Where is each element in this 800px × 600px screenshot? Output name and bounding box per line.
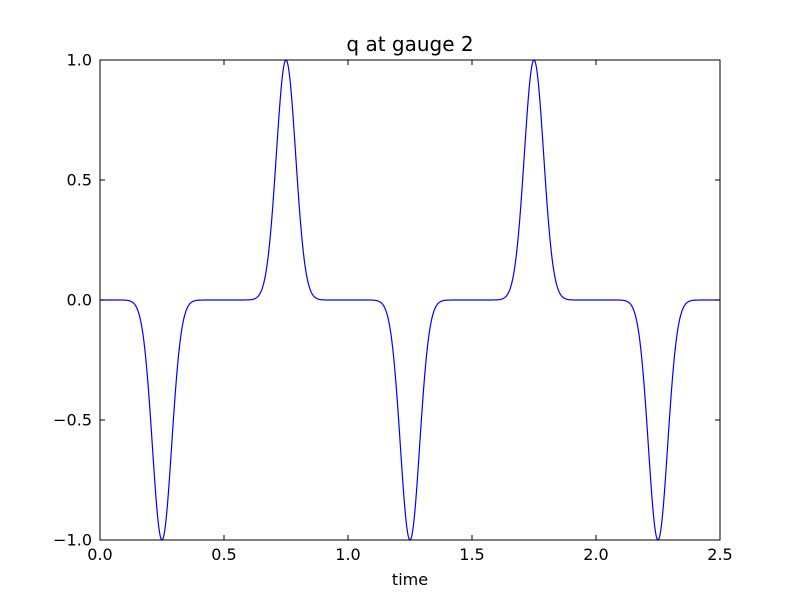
x-tick-label: 2.0 — [583, 545, 608, 564]
x-tick-label: 1.0 — [335, 545, 360, 564]
x-tick-label: 0.5 — [211, 545, 236, 564]
axes-frame — [99, 59, 721, 541]
x-tick-label: 0.0 — [87, 545, 112, 564]
y-tick-label: 1.0 — [67, 51, 92, 70]
y-tick-label: 0.0 — [67, 291, 92, 310]
chart-title: q at gauge 2 — [346, 32, 473, 56]
y-tick-label: −0.5 — [53, 411, 92, 430]
x-tick-label: 2.5 — [707, 545, 732, 564]
y-tick-label: −1.0 — [53, 531, 92, 550]
axis-tick-labels: 0.0 0.5 1.0 1.5 2.0 2.5 1.0 0.5 0.0 −0.5 −1.0 — [53, 51, 733, 565]
curve-layer — [100, 59, 720, 541]
data-line — [100, 59, 720, 541]
x-axis-label: time — [392, 570, 428, 589]
y-tick-label: 0.5 — [67, 171, 92, 190]
x-tick-label: 1.5 — [459, 545, 484, 564]
axis-ticks — [99, 59, 721, 541]
